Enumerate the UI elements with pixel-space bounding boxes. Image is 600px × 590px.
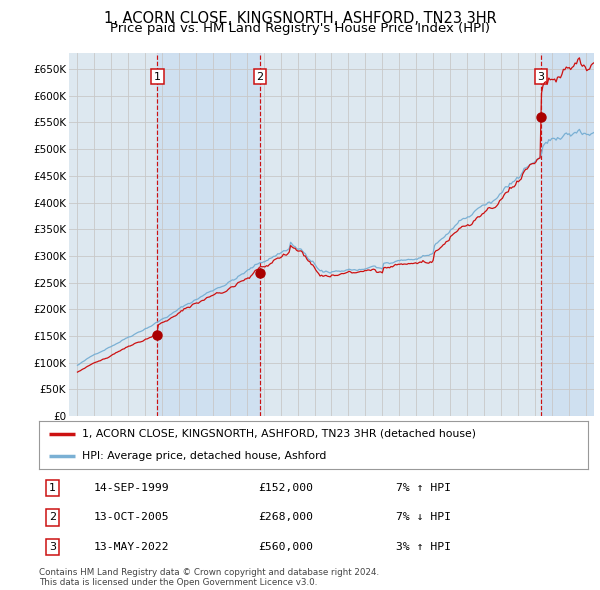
Text: Price paid vs. HM Land Registry's House Price Index (HPI): Price paid vs. HM Land Registry's House … [110,22,490,35]
Text: £560,000: £560,000 [259,542,314,552]
Text: £152,000: £152,000 [259,483,314,493]
Text: 13-MAY-2022: 13-MAY-2022 [94,542,170,552]
Bar [157,53,260,416]
Text: 2: 2 [49,513,56,522]
Text: 2: 2 [256,72,263,81]
Text: Contains HM Land Registry data © Crown copyright and database right 2024.
This d: Contains HM Land Registry data © Crown c… [39,568,379,587]
Text: 3: 3 [49,542,56,552]
Text: 1, ACORN CLOSE, KINGSNORTH, ASHFORD, TN23 3HR: 1, ACORN CLOSE, KINGSNORTH, ASHFORD, TN2… [104,11,496,25]
Bar [541,53,594,416]
Text: 1, ACORN CLOSE, KINGSNORTH, ASHFORD, TN23 3HR (detached house): 1, ACORN CLOSE, KINGSNORTH, ASHFORD, TN2… [82,429,476,439]
Text: 1: 1 [49,483,56,493]
Text: HPI: Average price, detached house, Ashford: HPI: Average price, detached house, Ashf… [82,451,326,461]
Text: 7% ↓ HPI: 7% ↓ HPI [396,513,451,522]
Text: 7% ↑ HPI: 7% ↑ HPI [396,483,451,493]
Text: 3: 3 [538,72,544,81]
Text: 14-SEP-1999: 14-SEP-1999 [94,483,170,493]
Text: £268,000: £268,000 [259,513,314,522]
Text: 3% ↑ HPI: 3% ↑ HPI [396,542,451,552]
Text: 13-OCT-2005: 13-OCT-2005 [94,513,170,522]
Text: 1: 1 [154,72,161,81]
